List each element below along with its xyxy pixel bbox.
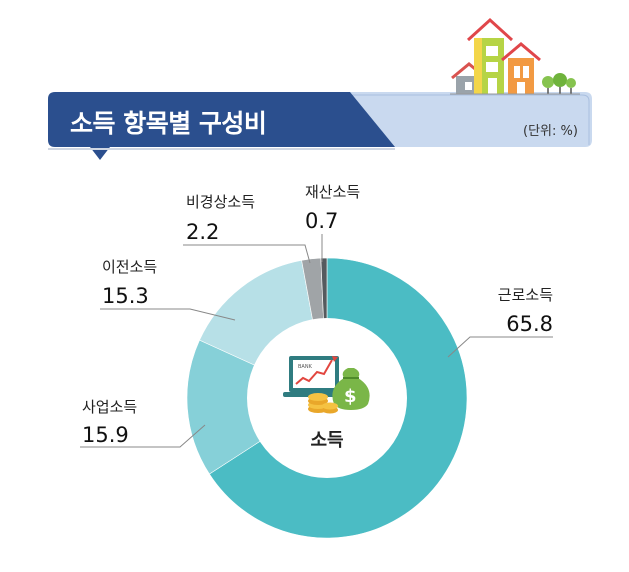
- houses-icon: [450, 17, 580, 95]
- center-label: 소득: [310, 430, 343, 451]
- banner-pointer: [90, 147, 110, 160]
- label-name-3: 비경상소득: [186, 193, 255, 211]
- unit-label: (단위: %): [523, 124, 578, 139]
- bank-text: BANK: [298, 364, 313, 370]
- title-banner: [48, 17, 592, 160]
- label-value-0: 65.8: [506, 312, 553, 336]
- leader-lines: [80, 234, 553, 448]
- svg-text:$: $: [344, 386, 357, 407]
- label-value-3: 2.2: [186, 220, 219, 244]
- income-icon: BANK $: [283, 356, 370, 414]
- label-name-1: 사업소득: [82, 398, 137, 416]
- label-value-1: 15.9: [82, 423, 129, 447]
- label-value-4: 0.7: [305, 209, 338, 233]
- banner-light-panel: [330, 92, 592, 147]
- label-name-4: 재산소득: [305, 183, 360, 201]
- label-name-0: 근로소득: [498, 286, 553, 304]
- banner-dark-panel: [48, 92, 395, 147]
- label-value-2: 15.3: [102, 284, 149, 308]
- label-name-2: 이전소득: [102, 258, 157, 276]
- page-title: 소득 항목별 구성비: [70, 109, 267, 138]
